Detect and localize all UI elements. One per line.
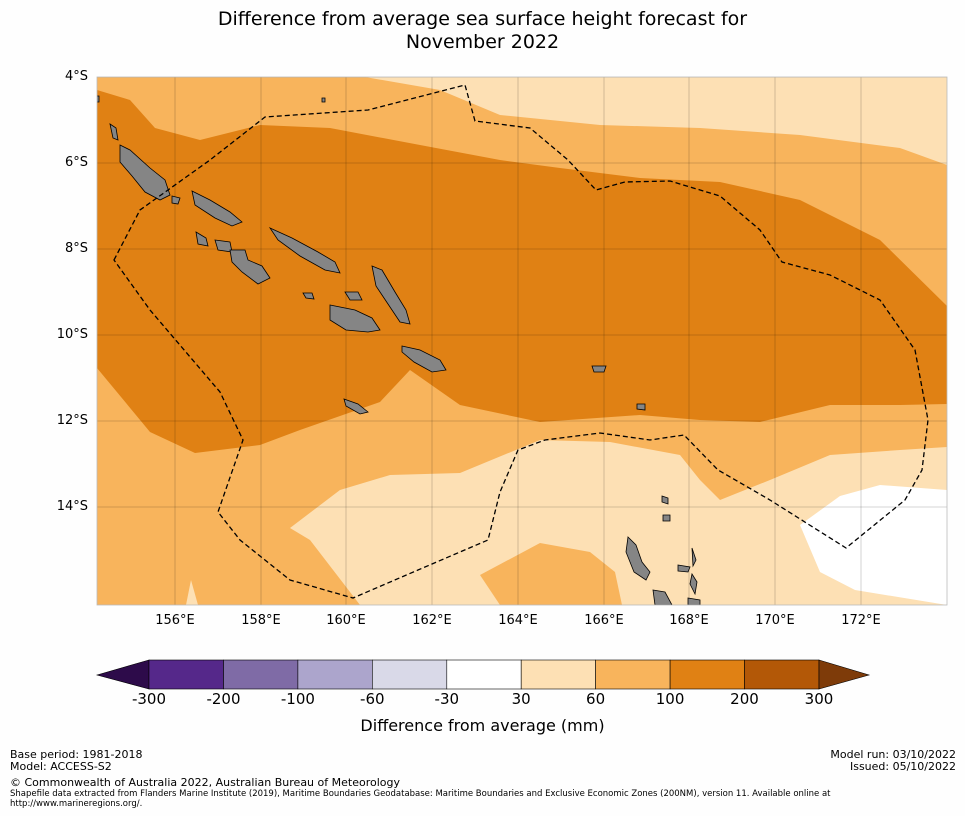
- colorbar-tick: -300: [131, 690, 167, 708]
- colorbar-extend-high: [818, 659, 871, 690]
- florida-islands: [344, 291, 363, 301]
- chart-title: Difference from average sea surface heig…: [0, 8, 965, 54]
- shapefile-credit: Shapefile data extracted from Flanders M…: [10, 789, 831, 799]
- torres-islands: [662, 514, 671, 522]
- lat-label-12s: 12°S: [56, 413, 88, 428]
- model-text: Model: ACCESS-S2: [10, 760, 112, 773]
- colorbar-box-9: [744, 659, 820, 690]
- lat-label-14s: 14°S: [56, 499, 88, 514]
- colorbar-extend-low: [95, 659, 150, 690]
- colorbar-tick: 300: [804, 690, 834, 708]
- title-line-1: Difference from average sea surface heig…: [217, 8, 748, 30]
- santa-isabel-island: [268, 227, 341, 274]
- pentecost-island: [689, 572, 698, 596]
- malakula-island: [652, 589, 673, 605]
- vella-lavella-island: [229, 249, 271, 285]
- new-georgia-island: [195, 231, 209, 247]
- lon-label-166e: 166°E: [584, 613, 624, 628]
- zone-30-60-north: [365, 77, 947, 165]
- lon-label-162e: 162°E: [412, 613, 452, 628]
- choiseul-island: [191, 190, 243, 227]
- small-islet-b: [97, 95, 100, 103]
- colorbar-tick: 200: [730, 690, 759, 708]
- lon-label-164e: 164°E: [498, 613, 538, 628]
- russell-islands: [302, 292, 315, 300]
- colorbar-tick: -30: [434, 690, 460, 708]
- santa-cruz-islands: [591, 365, 607, 373]
- lon-label-156e: 156°E: [155, 613, 195, 628]
- maewo-island: [691, 547, 697, 568]
- lat-label-4s: 4°S: [64, 69, 88, 84]
- issued-text: Issued: 05/10/2022: [849, 760, 956, 773]
- colorbar-tick: -200: [206, 690, 241, 708]
- lat-label-8s: 8°S: [64, 241, 88, 256]
- makira-island: [401, 345, 447, 373]
- eez-boundary-solomon: [113, 84, 929, 599]
- lat-label-10s: 10°S: [56, 327, 88, 342]
- colorbar-box-3: [297, 659, 373, 690]
- small-islet-a: [321, 97, 326, 103]
- title-line-2: November 2022: [405, 31, 560, 53]
- copyright-text: © Commonwealth of Australia 2022, Austra…: [10, 776, 400, 789]
- colorbar-tick: -100: [280, 690, 315, 708]
- lon-label-158e: 158°E: [241, 613, 281, 628]
- ambae-island: [677, 564, 691, 573]
- rennell-island: [343, 398, 369, 415]
- colorbar-box-8: [669, 659, 745, 690]
- colorbar-tick: 60: [586, 690, 606, 708]
- bougainville-island: [119, 144, 171, 201]
- lon-label-168e: 168°E: [669, 613, 709, 628]
- zone-neutral: [800, 485, 947, 605]
- vanikoro-island: [636, 403, 646, 411]
- colorbar-box-5: [446, 659, 522, 690]
- colorbar-box-6: [520, 659, 596, 690]
- colorbar: [95, 659, 871, 690]
- colorbar-box-2: [223, 659, 299, 690]
- lon-label-172e: 172°E: [841, 613, 881, 628]
- model-run-text: Model run: 03/10/2022: [830, 748, 956, 761]
- colorbar-tick: 100: [655, 690, 685, 708]
- base-period-text: Base period: 1981-2018: [10, 748, 143, 761]
- colorbar-tick: 30: [511, 690, 531, 708]
- colorbar-box-1: [148, 659, 224, 690]
- zone-100-200: [97, 90, 947, 453]
- colorbar-box-4: [371, 659, 448, 690]
- grid-lines: [97, 77, 947, 605]
- malaita-island: [371, 265, 411, 325]
- land-islands: [97, 95, 701, 605]
- lon-label-160e: 160°E: [326, 613, 366, 628]
- zone-30-60-left: [186, 580, 198, 605]
- colorbar-label: Difference from average (mm): [360, 716, 605, 735]
- lat-label-6s: 6°S: [64, 155, 88, 170]
- lon-label-170e: 170°E: [755, 613, 795, 628]
- efate-island: [687, 597, 701, 605]
- espiritu-santo-island: [625, 536, 651, 581]
- shapefile-url: http://www.marineregions.org/.: [10, 799, 143, 809]
- zone-30-60-south: [290, 440, 947, 605]
- guadalcanal-island: [329, 304, 381, 333]
- banks-islands: [661, 495, 669, 505]
- buka-island: [109, 123, 119, 141]
- small-islet-c: [171, 195, 181, 205]
- colorbar-tick: -60: [360, 690, 385, 708]
- colorbar-box-7: [595, 659, 671, 690]
